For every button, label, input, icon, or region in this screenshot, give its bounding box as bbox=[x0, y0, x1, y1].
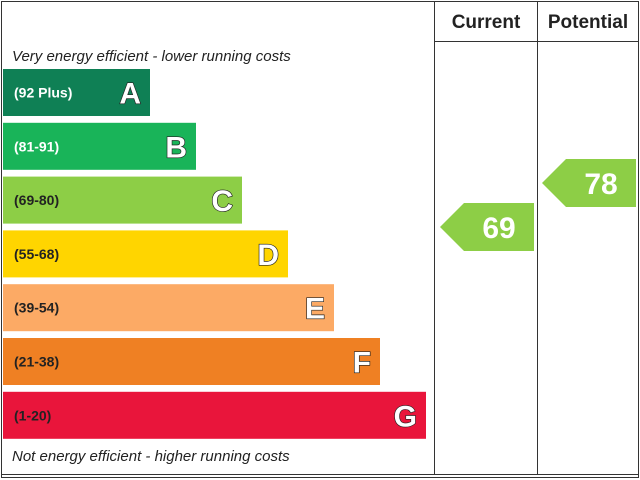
bottom-note: Not energy efficient - higher running co… bbox=[12, 448, 290, 465]
band-letter-c: C bbox=[211, 185, 233, 218]
potential-rating-shape bbox=[542, 159, 636, 207]
band-bar-b bbox=[3, 122, 196, 170]
band-d: (55-68) D bbox=[3, 230, 288, 278]
current-rating-value: 69 bbox=[482, 212, 515, 245]
current-rating-shape bbox=[440, 203, 534, 251]
potential-rating-value: 78 bbox=[584, 168, 617, 201]
potential-header: Potential bbox=[548, 12, 628, 33]
potential-rating: 78 bbox=[542, 159, 636, 207]
band-letter-f: F bbox=[353, 347, 371, 380]
band-bar-c bbox=[3, 176, 242, 224]
band-letter-d: D bbox=[257, 239, 279, 272]
band-bar-d bbox=[3, 230, 288, 278]
band-bar-a bbox=[3, 69, 150, 116]
top-note: Very energy efficient - lower running co… bbox=[12, 48, 291, 65]
band-bar-e bbox=[3, 284, 334, 332]
band-bar-f bbox=[3, 338, 380, 385]
band-b: (81-91) B bbox=[3, 122, 196, 170]
current-rating: 69 bbox=[440, 203, 534, 251]
rating-bands: (92 Plus) A (81-91) B (69-80) C (55-68) D (39-54… bbox=[3, 69, 426, 439]
band-range-f: (21-38) bbox=[14, 354, 59, 370]
rating-markers: 69 78 bbox=[440, 159, 636, 251]
band-letter-a: A bbox=[119, 78, 141, 111]
band-g: (1-20) G bbox=[3, 391, 426, 439]
band-letter-e: E bbox=[305, 293, 325, 326]
band-a: (92 Plus) A bbox=[3, 69, 150, 116]
band-letter-b: B bbox=[165, 131, 187, 164]
band-bar-g bbox=[3, 391, 426, 439]
band-c: (69-80) C bbox=[3, 176, 242, 224]
band-e: (39-54) E bbox=[3, 284, 334, 332]
band-range-b: (81-91) bbox=[14, 138, 59, 154]
band-letter-g: G bbox=[394, 400, 417, 433]
band-range-d: (55-68) bbox=[14, 246, 59, 262]
band-f: (21-38) F bbox=[3, 338, 380, 385]
band-range-a: (92 Plus) bbox=[14, 85, 72, 101]
current-header: Current bbox=[452, 12, 521, 33]
band-range-e: (39-54) bbox=[14, 300, 59, 316]
band-range-c: (69-80) bbox=[14, 192, 59, 208]
band-range-g: (1-20) bbox=[14, 407, 51, 423]
